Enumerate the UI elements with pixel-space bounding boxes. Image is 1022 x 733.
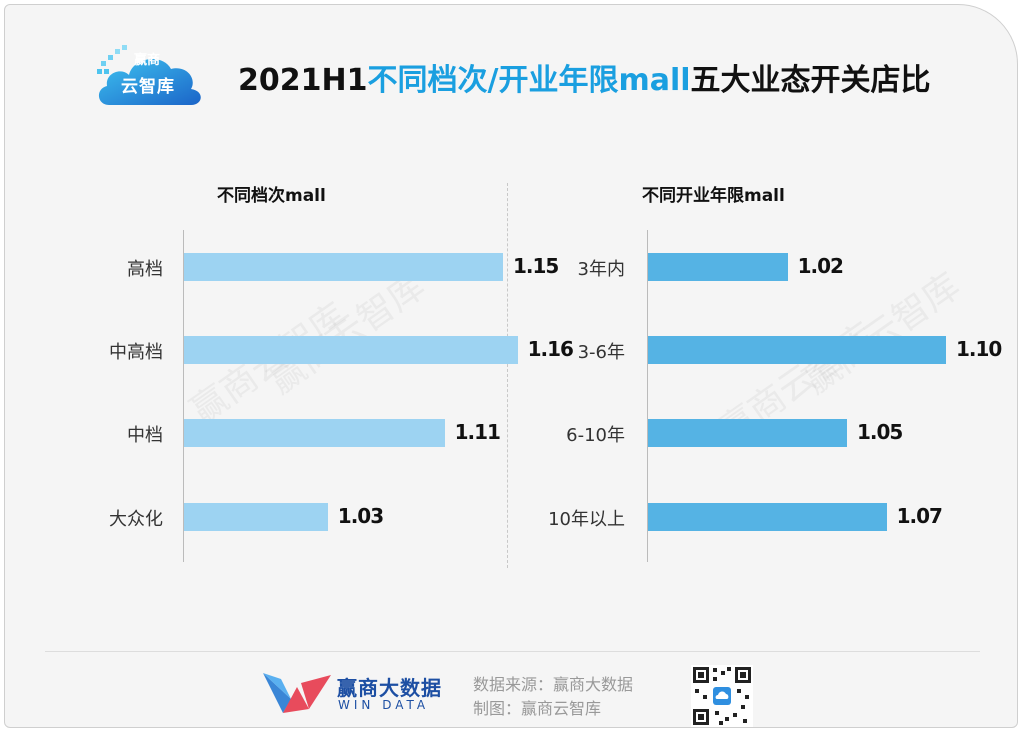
chart-1-category-label: 大众化 — [109, 509, 163, 530]
footer-source: 数据来源：赢商大数据 — [473, 675, 634, 694]
chart-2-bar — [648, 253, 788, 281]
logo-text-1: 赢商 — [134, 53, 161, 68]
chart-2-bar — [648, 336, 946, 364]
chart-2-value-label: 1.10 — [956, 337, 1002, 361]
chart-1-bar — [184, 336, 518, 364]
title-prefix: 2021H1 — [238, 63, 368, 98]
chart-1-category-label: 高档 — [127, 259, 163, 280]
cloud-logo-icon — [97, 45, 201, 105]
chart-1-bar — [184, 253, 503, 281]
logo-text-2: 云智库 — [121, 77, 175, 97]
chart-2-category-label: 6-10年 — [566, 425, 625, 446]
win-data-logo-icon — [263, 673, 331, 713]
chart-2-category-label: 10年以上 — [548, 509, 625, 530]
chart-2-title: 不同开业年限mall — [642, 186, 785, 206]
chart-1-bar — [184, 419, 445, 447]
chart-2-value-label: 1.05 — [857, 420, 903, 444]
chart-1-bar — [184, 503, 328, 531]
footer-divider — [45, 651, 980, 652]
chart-2-bar — [648, 419, 847, 447]
chart-1-category-label: 中档 — [127, 425, 163, 446]
title-highlight: 不同档次/开业年限mall — [367, 63, 691, 98]
chart-1-value-label: 1.16 — [527, 337, 574, 361]
chart-2-value-label: 1.07 — [896, 504, 943, 528]
chart-card: 赢商 云智库 2021H1不同档次/开业年限mall五大业态开关店比 不同档次m… — [4, 4, 1018, 728]
chart-2-category-label: 3年内 — [577, 259, 625, 280]
chart-1-title: 不同档次mall — [217, 186, 326, 206]
chart-2-category-label: 3-6年 — [577, 342, 625, 363]
panel-divider — [507, 183, 508, 568]
chart-1-axis — [183, 230, 184, 562]
qr-code-icon — [691, 665, 753, 727]
footer-brand-en: WIN DATA — [338, 698, 430, 712]
footer-made-by: 制图：赢商云智库 — [473, 699, 602, 718]
chart-1-value-label: 1.15 — [513, 254, 559, 278]
chart-2-axis — [647, 230, 648, 562]
chart-1-value-label: 1.03 — [337, 504, 384, 528]
title-suffix: 五大业态开关店比 — [690, 63, 931, 98]
chart-2-value-label: 1.02 — [797, 254, 844, 278]
chart-1-category-label: 中高档 — [109, 342, 163, 363]
watermark: 赢商云智库 — [796, 265, 968, 403]
footer-brand: 赢商大数据 — [337, 676, 442, 700]
chart-2-bar — [648, 503, 887, 531]
chart-1-value-label: 1.11 — [454, 420, 501, 444]
cloud-logo: 赢商 云智库 — [93, 39, 213, 111]
page-title: 2021H1不同档次/开业年限mall五大业态开关店比 — [238, 55, 931, 99]
